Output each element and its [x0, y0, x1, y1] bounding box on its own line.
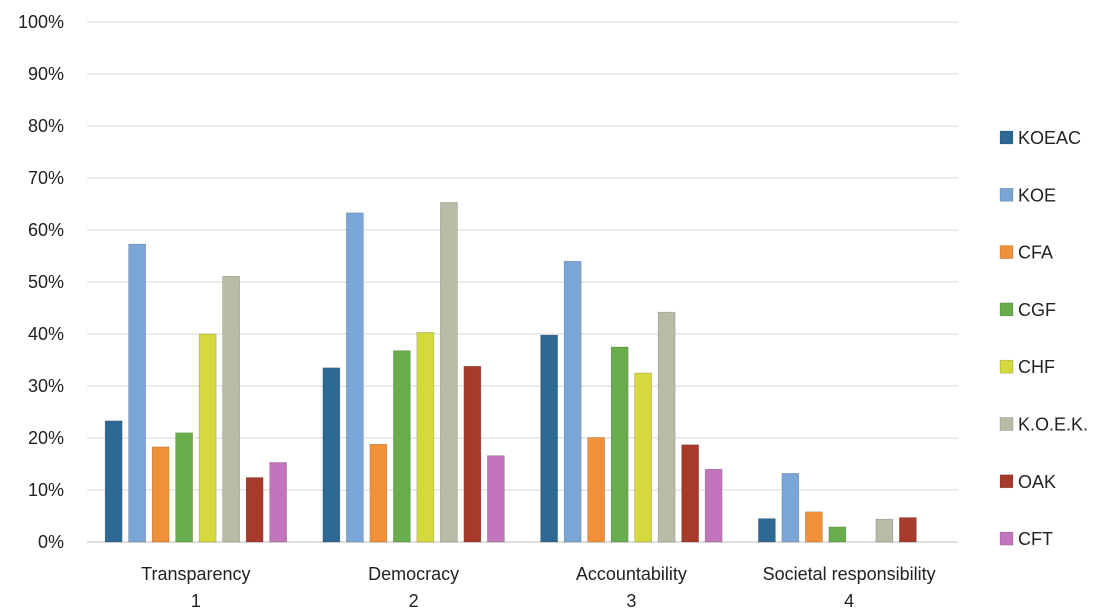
y-tick-label: 30% — [28, 376, 64, 396]
y-tick-label: 10% — [28, 480, 64, 500]
legend-label: K.O.E.K. — [1018, 415, 1088, 435]
bar-cgf — [828, 526, 847, 543]
bar-cfa — [587, 437, 605, 543]
category-index-label: 2 — [409, 591, 419, 610]
category-label: Societal responsibility — [763, 564, 936, 584]
bar-oak — [899, 517, 917, 543]
bar-k-o-e-k — [875, 518, 894, 543]
bar-oak — [463, 365, 482, 543]
bar-cft — [487, 455, 505, 543]
legend-label: OAK — [1018, 472, 1056, 492]
bar-koeac — [540, 334, 558, 543]
bar-koeac — [758, 518, 776, 543]
legend-swatch — [999, 531, 1014, 546]
legend-label: CFA — [1018, 243, 1053, 263]
category-label: Democracy — [368, 564, 459, 584]
legend-label: KOE — [1018, 185, 1056, 205]
legend-label: CHF — [1018, 357, 1055, 377]
bar-cgf — [175, 432, 193, 543]
category-label: Transparency — [141, 564, 250, 584]
legend-swatch — [999, 245, 1014, 259]
bar-cgf — [393, 350, 411, 543]
bar-chf — [634, 372, 652, 543]
bar-koe — [563, 260, 582, 543]
bar-chf — [416, 332, 435, 543]
legend-label: CFT — [1018, 529, 1053, 549]
y-tick-label: 0% — [38, 532, 64, 552]
bar-k-o-e-k — [222, 275, 240, 543]
bar-koe — [128, 243, 146, 543]
bar-k-o-e-k — [657, 311, 676, 543]
bar-k-o-e-k — [440, 202, 458, 543]
y-tick-label: 70% — [28, 168, 64, 188]
legend-swatch — [999, 359, 1014, 374]
bar-cfa — [151, 446, 170, 543]
bar-cft — [704, 468, 723, 543]
bar-cft — [269, 462, 287, 543]
category-index-label: 4 — [844, 591, 854, 610]
legend: KOEAC KOE CFA CGF CHF K.O.E.K. OAK CFT — [999, 128, 1088, 549]
y-tick-label: 20% — [28, 428, 64, 448]
legend-swatch — [999, 474, 1014, 489]
x-axis-category-labels: Transparency 1 Democracy 2 Accountability 3 So… — [141, 564, 935, 610]
bar-koe — [346, 212, 364, 543]
y-axis-tick-labels: 0% 10% 20% 30% 40% 50% 60% 70% 80% 90% 100% — [18, 12, 64, 552]
y-tick-label: 100% — [18, 12, 64, 32]
bar-koeac — [322, 367, 341, 543]
category-label: Accountability — [576, 564, 687, 584]
bar-koe — [781, 473, 800, 543]
y-tick-label: 80% — [28, 116, 64, 136]
legend-swatch — [999, 302, 1014, 317]
y-tick-label: 50% — [28, 272, 64, 292]
category-index-label: 3 — [626, 591, 636, 610]
bar-cfa — [805, 511, 823, 543]
y-tick-label: 60% — [28, 220, 64, 240]
bar-cfa — [369, 443, 388, 543]
bar-oak — [245, 477, 264, 543]
bar-chf — [198, 333, 217, 543]
legend-label: KOEAC — [1018, 128, 1081, 148]
category-index-label: 1 — [191, 591, 201, 610]
legend-label: CGF — [1018, 300, 1056, 320]
y-tick-label: 40% — [28, 324, 64, 344]
y-tick-label: 90% — [28, 64, 64, 84]
legend-swatch — [999, 130, 1014, 145]
bars — [104, 202, 917, 543]
bar-oak — [681, 444, 699, 543]
bar-cgf — [610, 346, 629, 543]
legend-swatch — [999, 188, 1014, 202]
legend-swatch — [999, 417, 1014, 431]
gridlines — [87, 21, 958, 543]
bar-koeac — [104, 420, 123, 543]
